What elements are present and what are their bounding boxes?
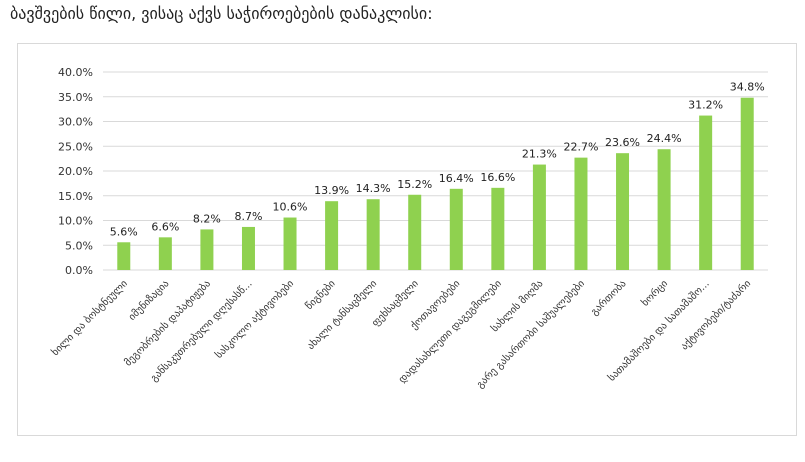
x-tick-label: წიგნები bbox=[303, 278, 338, 313]
x-tick-label: სასკოლო აქტივობები bbox=[213, 278, 296, 361]
x-tick-label: აქტივობები/ტაძარი bbox=[678, 278, 753, 353]
x-tick-label: ხილი და ბოსტნეული bbox=[49, 278, 130, 359]
y-tick-label: 30.0% bbox=[58, 116, 93, 129]
bar bbox=[699, 115, 713, 270]
bar bbox=[158, 237, 172, 270]
bar bbox=[200, 229, 214, 270]
x-tick-label: იმუნიზაცია bbox=[126, 278, 171, 323]
y-tick-label: 40.0% bbox=[58, 66, 93, 79]
data-label: 14.3% bbox=[356, 182, 391, 195]
y-tick-label: 35.0% bbox=[58, 91, 93, 104]
bar bbox=[117, 242, 131, 270]
bar bbox=[532, 164, 546, 270]
bar bbox=[325, 201, 339, 270]
data-label: 21.3% bbox=[522, 148, 557, 161]
y-tick-label: 20.0% bbox=[58, 165, 93, 178]
bar bbox=[491, 187, 505, 270]
data-label: 5.6% bbox=[110, 225, 138, 238]
x-tick-label: გართობა bbox=[588, 278, 628, 318]
data-label: 13.9% bbox=[314, 184, 349, 197]
data-label: 16.6% bbox=[480, 171, 515, 184]
y-tick-label: 15.0% bbox=[58, 190, 93, 203]
x-tick-label: ხორცი bbox=[639, 278, 670, 309]
data-label: 34.8% bbox=[730, 81, 765, 94]
data-label: 16.4% bbox=[439, 172, 474, 185]
bar bbox=[616, 153, 630, 270]
data-labels: 5.6% 6.6% 8.2% 8.7% 10.6% 13.9% 14.3% 15.2% 16.4… bbox=[110, 81, 765, 239]
data-label: 15.2% bbox=[397, 178, 432, 191]
bar bbox=[366, 199, 380, 270]
y-tick-label: 0.0% bbox=[65, 264, 93, 277]
bar bbox=[657, 149, 671, 270]
data-label: 31.2% bbox=[688, 99, 723, 112]
bars bbox=[117, 97, 754, 271]
y-tick-label: 5.0% bbox=[65, 239, 93, 252]
y-axis: 0.0% 5.0% 10.0% 15.0% 20.0% 25.0% 30.0% 35.0% 40… bbox=[58, 66, 93, 277]
data-label: 6.6% bbox=[151, 220, 179, 233]
bar bbox=[408, 194, 422, 270]
y-tick-label: 10.0% bbox=[58, 215, 93, 228]
y-tick-label: 25.0% bbox=[58, 140, 93, 153]
bar bbox=[241, 226, 255, 270]
x-tick-label: მეგობრების დაპატიჟება bbox=[122, 278, 213, 369]
data-label: 22.7% bbox=[563, 141, 598, 154]
x-tick-label: ახალი ტანსაცმელი bbox=[305, 278, 380, 353]
bar bbox=[740, 97, 754, 271]
data-label: 8.7% bbox=[234, 210, 262, 223]
gridlines bbox=[103, 71, 768, 271]
bar bbox=[283, 217, 297, 270]
bar bbox=[449, 188, 463, 270]
bar bbox=[574, 157, 588, 270]
data-label: 24.4% bbox=[647, 132, 682, 145]
data-label: 8.2% bbox=[193, 212, 221, 225]
data-label: 23.6% bbox=[605, 136, 640, 149]
page-title: ბავშვების წილი, ვისაც აქვს საჭიროებების … bbox=[10, 4, 433, 23]
data-label: 10.6% bbox=[273, 201, 308, 214]
